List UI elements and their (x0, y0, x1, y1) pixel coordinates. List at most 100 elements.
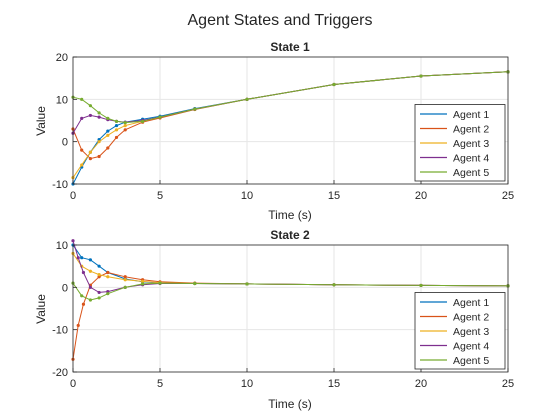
state-1-trigger-agent-2 (123, 128, 127, 132)
state-2-trigger-agent-5 (97, 296, 101, 300)
state-1-xtick-label: 5 (157, 190, 163, 202)
state-2-legend-label: Agent 5 (453, 355, 489, 367)
state-2-trigger-agent-5 (193, 281, 197, 286)
state-1-trigger-agent-5 (123, 121, 127, 125)
state-1-trigger-agent-3 (80, 163, 84, 167)
state-1-trigger-agent-4 (88, 113, 92, 118)
state-2-trigger-agent-2 (76, 323, 80, 328)
state-1-xtick-label: 10 (241, 190, 253, 202)
state-2-trigger-agent-5 (245, 282, 249, 286)
state-2-trigger-agent-1 (97, 264, 101, 268)
state-2-trigger-agent-5 (106, 292, 110, 296)
state-2-trigger-agent-3 (123, 278, 127, 282)
state-1-xtick-label: 15 (328, 190, 340, 202)
state-1-trigger-agent-5 (141, 119, 145, 123)
state-2-trigger-agent-5 (123, 285, 127, 289)
state-1-trigger-agent-5 (245, 97, 249, 101)
state-1-trigger-agent-5 (332, 82, 336, 87)
state-2-ytick-label: -20 (52, 367, 68, 379)
state-1-trigger-agent-3 (88, 150, 92, 154)
state-2-xtick-label: 25 (502, 378, 514, 390)
state-2-axes-box (72, 244, 509, 373)
state-1-trigger-agent-4 (97, 115, 101, 119)
state-2-trigger-agent-5 (332, 283, 336, 287)
state-1-trigger-agent-2 (114, 135, 119, 140)
state-1-legend-label: Agent 3 (453, 138, 489, 150)
state-1-trigger-agent-5 (158, 115, 162, 119)
state-2-ytick-label: 0 (62, 282, 68, 294)
state-2-panel: State 2 Time (s) Value 0 5 10 15 20 25 -20 -10 0… (34, 228, 514, 411)
state-1-legend-label: Agent 2 (453, 124, 489, 136)
state-2-trigger-agent-5 (419, 283, 423, 288)
state-2-trigger-agent-4 (97, 290, 101, 295)
figure-title: Agent States and Triggers (188, 12, 373, 29)
state-2-xtick-label: 0 (70, 378, 76, 390)
state-1-trigger-agent-5 (419, 74, 423, 78)
state-2-trigger-agent-1 (80, 256, 84, 260)
state-2-trigger-agent-3 (106, 275, 110, 279)
state-2-trigger-agent-3 (97, 273, 101, 277)
state-1-trigger-agent-1 (114, 123, 119, 128)
state-1-legend: Agent 1 Agent 2 Agent 3 Agent 4 Agent 5 (414, 104, 506, 182)
state-1-series-agent-5 (72, 71, 509, 124)
state-1-xlabel: Time (s) (268, 208, 312, 222)
state-1-trigger-agent-2 (88, 157, 92, 161)
state-1-title: State 1 (270, 40, 310, 54)
state-1-legend-label: Agent 5 (453, 167, 489, 179)
state-2-trigger-agent-5 (88, 298, 92, 302)
state-2-legend-label: Agent 1 (453, 297, 489, 309)
state-1-xtick-label: 0 (70, 190, 76, 202)
state-1-trigger-agent-3 (97, 140, 101, 144)
state-2-trigger-agent-5 (141, 282, 145, 286)
state-1-trigger-agent-2 (106, 146, 110, 150)
state-1-trigger-agent-5 (114, 119, 119, 123)
state-1-panel: State 1 Time (s) Value 0 5 10 15 20 25-100102… (34, 40, 514, 222)
state-2-trigger-agent-3 (88, 269, 92, 273)
state-1-xtick-label: 25 (502, 190, 514, 202)
state-2-trigger-agent-1 (88, 258, 92, 262)
state-1-xtick-label: 20 (415, 190, 427, 202)
state-1-trigger-agent-3 (114, 128, 119, 132)
state-1-ylabel: Value (34, 106, 48, 136)
state-2-trigger-agent-2 (106, 270, 110, 275)
state-1-trigger-agent-5 (88, 104, 92, 108)
state-2-trigger-agent-5 (158, 281, 162, 285)
state-1-ytick-label: 20 (56, 52, 68, 64)
state-2-trigger-agent-3 (141, 279, 145, 284)
state-1-trigger-agent-3 (106, 133, 110, 137)
state-1-trigger-agent-3 (123, 123, 127, 128)
state-1-trigger-agent-5 (97, 111, 101, 115)
state-2-trigger-agent-5 (80, 294, 84, 298)
state-2-xtick-label: 5 (157, 378, 163, 390)
state-2-ytick-label: -10 (52, 325, 68, 337)
state-1-ytick-label: 0 (62, 137, 68, 149)
state-2-xtick-label: 15 (328, 378, 340, 390)
state-2-title: State 2 (270, 228, 310, 242)
state-2-legend-label: Agent 3 (453, 326, 489, 338)
state-1-trigger-agent-1 (106, 129, 110, 133)
state-1-trigger-agent-2 (97, 154, 101, 159)
state-2-trigger-agent-4 (88, 285, 92, 289)
state-2-trigger-agent-4 (81, 270, 86, 275)
state-1-trigger-agent-2 (80, 148, 84, 152)
state-2-xlabel: Time (s) (268, 397, 312, 411)
state-1-trigger-agent-5 (80, 97, 84, 101)
state-1-axes-box (72, 56, 509, 185)
state-2-ylabel: Value (34, 294, 48, 324)
state-2-xtick-label: 10 (241, 378, 253, 390)
state-2-trigger-agent-2 (123, 275, 127, 279)
state-1-trigger-agent-4 (80, 116, 84, 120)
state-2-legend-label: Agent 4 (453, 341, 489, 353)
state-1-legend-label: Agent 4 (453, 153, 489, 165)
state-2-legend: Agent 1 Agent 2 Agent 3 Agent 4 Agent 5 (414, 292, 506, 370)
state-2-trigger-agent-2 (81, 302, 86, 306)
state-1-ytick-label: 10 (56, 94, 68, 106)
state-2-trigger-agent-4 (71, 239, 75, 243)
state-1-trigger-agent-5 (193, 107, 197, 111)
state-2-ytick-label: 10 (56, 240, 68, 252)
state-2-trigger-agent-4 (76, 256, 80, 260)
state-1-legend-label: Agent 1 (453, 109, 489, 121)
state-2-xtick-label: 20 (415, 378, 427, 390)
state-1-ytick-label: -10 (52, 179, 68, 191)
